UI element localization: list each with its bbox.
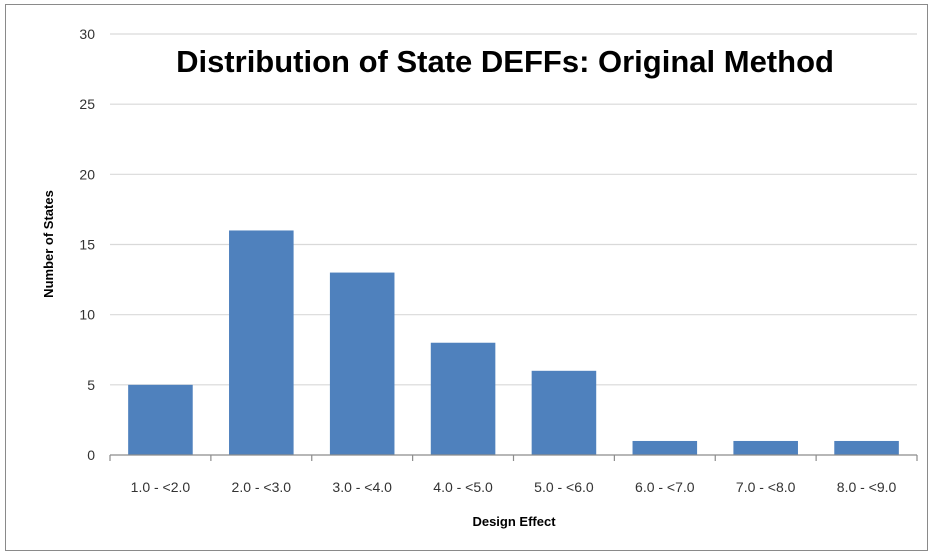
y-tick-label: 15 xyxy=(79,237,95,253)
chart-frame xyxy=(5,4,928,551)
bar xyxy=(229,230,294,455)
x-tick-label: 3.0 - <4.0 xyxy=(332,479,392,495)
bar xyxy=(531,370,597,455)
y-tick-label: 0 xyxy=(87,447,95,463)
x-axis-ticks: 1.0 - <2.0 2.0 - <3.0 3.0 - <4.0 4.0 - <5.0… xyxy=(131,479,897,495)
y-tick-label: 20 xyxy=(79,166,95,182)
bar xyxy=(733,440,798,455)
y-tick-label: 5 xyxy=(87,377,95,393)
bar xyxy=(430,342,496,455)
y-tick-label: 30 xyxy=(79,26,95,42)
chart-title: Distribution of State DEFFs: Original Me… xyxy=(176,44,834,79)
y-tick-label: 25 xyxy=(79,96,95,112)
bar xyxy=(834,440,899,455)
bar xyxy=(128,384,193,455)
y-axis-label: Number of States xyxy=(41,190,56,298)
y-tick-label: 10 xyxy=(79,307,95,323)
x-tick-label: 7.0 - <8.0 xyxy=(736,479,796,495)
y-axis-ticks: 0 5 10 15 20 25 30 xyxy=(79,26,95,463)
x-axis-label: Design Effect xyxy=(472,514,556,529)
bar xyxy=(329,272,395,455)
bars xyxy=(128,230,899,455)
x-tick-label: 4.0 - <5.0 xyxy=(433,479,493,495)
x-tick-label: 6.0 - <7.0 xyxy=(635,479,695,495)
x-tick-label: 2.0 - <3.0 xyxy=(232,479,292,495)
x-axis xyxy=(109,454,918,461)
x-tick-label: 1.0 - <2.0 xyxy=(131,479,191,495)
bar xyxy=(632,440,698,455)
x-tick-label: 8.0 - <9.0 xyxy=(837,479,897,495)
x-tick-label: 5.0 - <6.0 xyxy=(534,479,594,495)
